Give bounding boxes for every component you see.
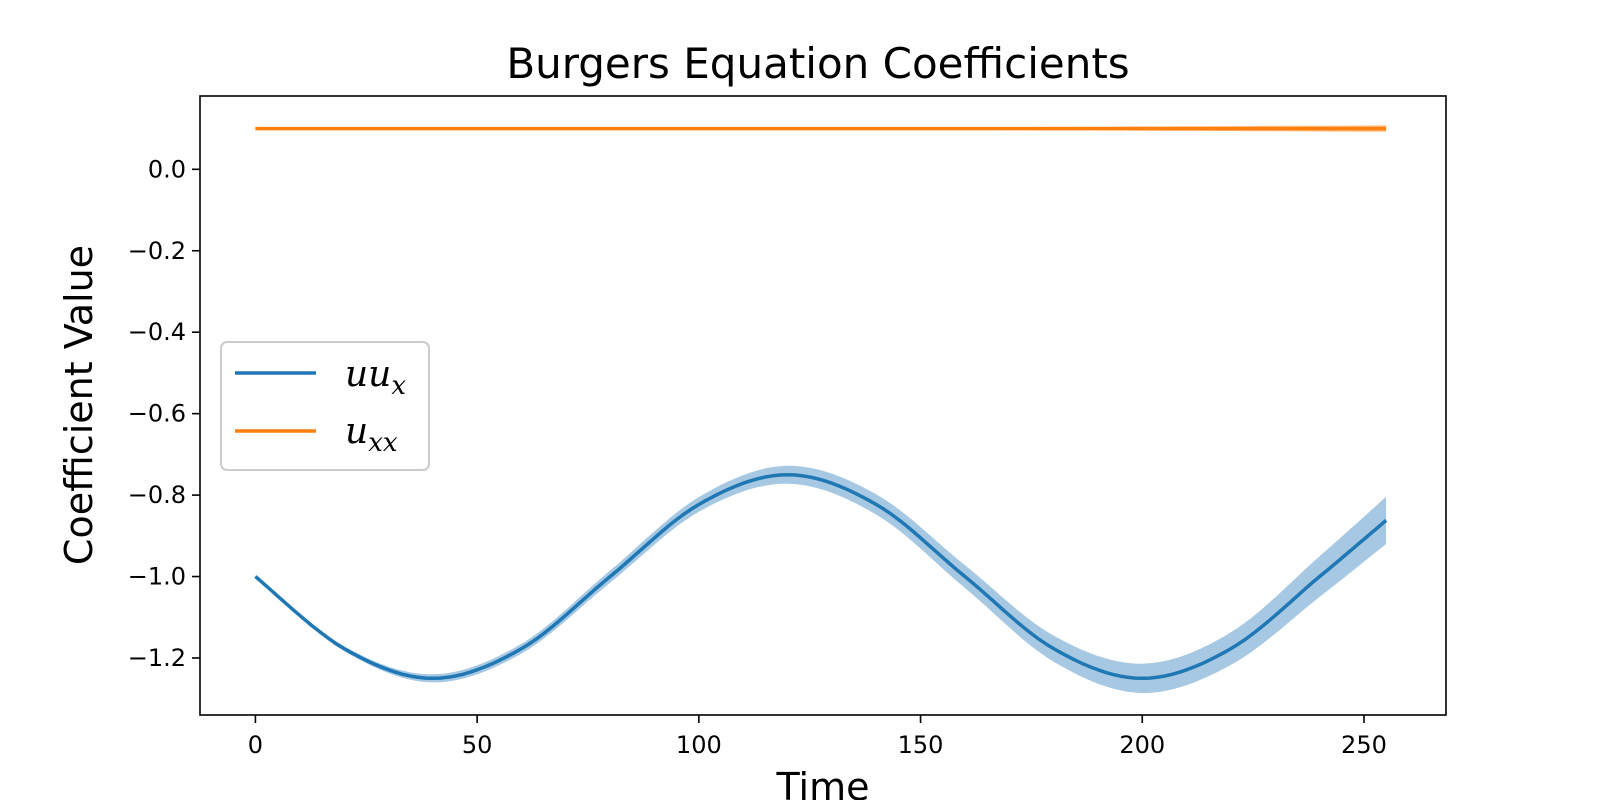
y-axis-label: Coefficient Value — [57, 245, 101, 565]
series-0-confidence-band — [255, 465, 1387, 693]
x-tick-label: 250 — [1341, 731, 1387, 759]
plot-area — [254, 125, 1388, 693]
chart-title: Burgers Equation Coefficients — [506, 39, 1129, 88]
legend-box — [220, 341, 430, 471]
x-tick-label: 0 — [248, 731, 263, 759]
y-tick-label: −1.0 — [128, 563, 186, 591]
x-tick-label: 50 — [462, 731, 493, 759]
series-0-line — [254, 472, 1388, 681]
y-tick-label: −0.2 — [128, 237, 186, 265]
plot-frame — [199, 95, 1447, 716]
x-tick-label: 150 — [898, 731, 944, 759]
x-axis-label: Time — [776, 765, 870, 800]
legend: uux uxx — [220, 341, 430, 471]
axis-ticks: 0 50 100 150 200 250 0.0 −0.2 −0.4 −0.6 −0.8 −1.0 −1… — [128, 155, 1387, 759]
y-tick-label: −0.6 — [128, 400, 186, 428]
y-tick-label: 0.0 — [148, 155, 186, 183]
legend-label-uxx: uxx — [345, 411, 398, 458]
y-tick-label: −1.2 — [128, 644, 186, 672]
y-tick-label: −0.4 — [128, 318, 186, 346]
x-tick-label: 100 — [676, 731, 722, 759]
y-tick-label: −0.8 — [128, 481, 186, 509]
legend-label-uux: uux — [345, 354, 406, 401]
x-tick-label: 200 — [1119, 731, 1165, 759]
